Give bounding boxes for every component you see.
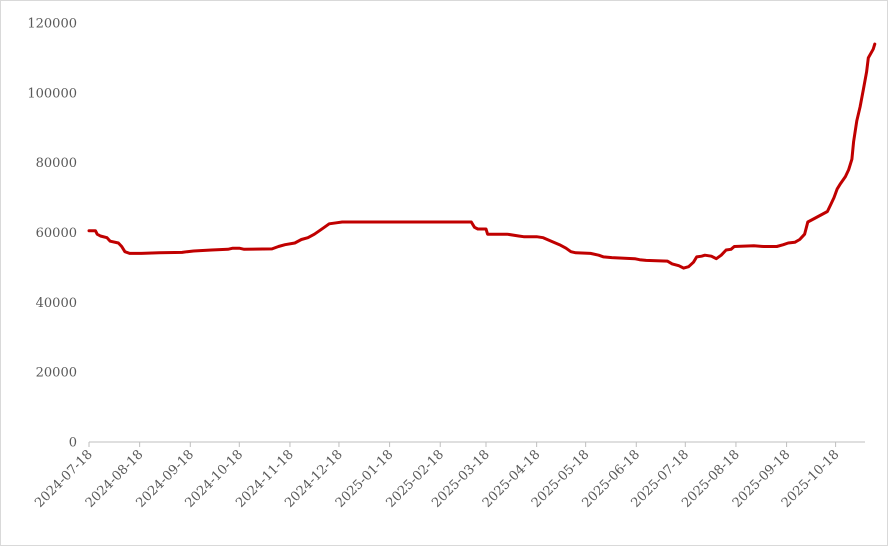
y-tick-label: 20000 <box>36 366 77 381</box>
y-tick-label: 80000 <box>36 156 77 171</box>
y-tick-label: 100000 <box>27 86 77 101</box>
series-line-1 <box>87 42 877 270</box>
y-tick-label: 40000 <box>36 296 77 311</box>
y-tick-label: 60000 <box>36 226 77 241</box>
y-tick-label: 120000 <box>27 17 77 32</box>
y-tick-label: 0 <box>69 436 77 451</box>
